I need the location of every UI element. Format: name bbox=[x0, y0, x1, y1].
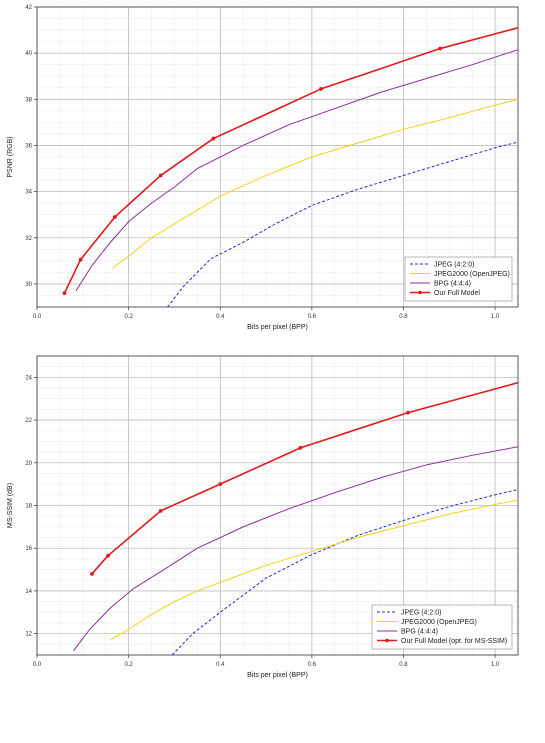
series-marker bbox=[438, 46, 443, 51]
series-marker bbox=[319, 87, 323, 91]
y-tick-label: 34 bbox=[25, 190, 32, 196]
series-line-3 bbox=[75, 49, 518, 292]
series-marker bbox=[218, 482, 223, 487]
y-tick-label: 24 bbox=[25, 375, 32, 381]
series-line-2 bbox=[112, 98, 518, 269]
series-marker bbox=[90, 571, 94, 576]
legend-label: JPEG2000 (OpenJPEG) bbox=[401, 619, 477, 626]
y-tick-label: 22 bbox=[25, 418, 32, 424]
series-marker bbox=[211, 136, 216, 141]
series-line-4 bbox=[63, 26, 518, 294]
x-tick-label: 0.6 bbox=[308, 662, 317, 668]
legend-label: JPEG (4:2:0) bbox=[401, 609, 441, 616]
x-tick-label: 0.2 bbox=[124, 662, 133, 668]
series-group bbox=[62, 26, 518, 307]
series-line-3 bbox=[73, 446, 518, 652]
series-line-1 bbox=[167, 141, 518, 307]
series-marker bbox=[406, 410, 410, 415]
x-tick-label: 0.8 bbox=[399, 662, 408, 668]
y-tick-label: 20 bbox=[25, 461, 32, 467]
series-line-4 bbox=[91, 381, 518, 575]
y-tick-label: 12 bbox=[25, 632, 32, 638]
x-tick-label: 1.0 bbox=[491, 662, 500, 668]
legend-label: JPEG2000 (OpenJPEG) bbox=[434, 271, 510, 278]
series-marker bbox=[106, 553, 110, 558]
y-axis-label: MS-SSIM (dB) bbox=[7, 483, 14, 528]
series-marker bbox=[158, 508, 163, 513]
y-tick-label: 40 bbox=[25, 51, 32, 57]
x-axis-label: Bits per pixel (BPP) bbox=[247, 672, 308, 679]
x-axis-label: Bits per pixel (BPP) bbox=[247, 324, 308, 331]
y-tick-label: 42 bbox=[25, 5, 32, 11]
legend-label: Our Full Model (opt. for MS-SSIM) bbox=[401, 638, 507, 645]
chart-panel-2: 0.0 0.2 0.4 0.6 0.8 1.0 12 14 16 18 20 22 24 Bits per… bbox=[7, 355, 519, 679]
legend-label: BPG (4:4:4) bbox=[434, 280, 471, 287]
y-tick-label: 16 bbox=[25, 546, 32, 552]
series-marker bbox=[62, 291, 67, 296]
series-marker bbox=[112, 215, 117, 219]
y-tick-label: 36 bbox=[25, 143, 32, 149]
chart-panel-1: 0.0 0.2 0.4 0.6 0.8 1.0 30 32 34 36 38 40 42 Bits per… bbox=[7, 5, 519, 331]
series-line-1 bbox=[171, 488, 518, 655]
plot-frame bbox=[36, 6, 519, 308]
x-tick-label: 0.2 bbox=[124, 314, 133, 320]
legend-label: Our Full Model bbox=[434, 290, 480, 297]
x-tick-label: 0.0 bbox=[33, 314, 42, 320]
y-tick-label: 32 bbox=[25, 236, 32, 242]
x-tick-label: 0.6 bbox=[308, 314, 317, 320]
series-marker bbox=[78, 257, 83, 262]
y-axis-label: PSNR (RGB) bbox=[7, 136, 14, 177]
x-tick-label: 0.4 bbox=[216, 662, 225, 668]
x-tick-label: 1.0 bbox=[491, 314, 500, 320]
legend-label: BPG (4:4:4) bbox=[401, 628, 438, 635]
y-tick-label: 18 bbox=[25, 504, 32, 510]
x-tick-label: 0.4 bbox=[216, 314, 225, 320]
legend-marker bbox=[418, 290, 422, 295]
series-group bbox=[73, 381, 518, 655]
x-tick-label: 0.0 bbox=[33, 662, 42, 668]
legend-marker bbox=[385, 638, 389, 643]
series-line-2 bbox=[110, 499, 518, 641]
legend-label: JPEG (4:2:0) bbox=[434, 261, 474, 268]
series-marker bbox=[298, 445, 303, 450]
x-tick-label: 0.8 bbox=[399, 314, 408, 320]
legend-box bbox=[371, 604, 513, 650]
legend: JPEG (4:2:0) JPEG2000 (OpenJPEG) BPG (4:4:… bbox=[404, 256, 513, 302]
y-tick-label: 30 bbox=[25, 282, 32, 288]
series-marker bbox=[158, 173, 163, 178]
y-tick-label: 38 bbox=[25, 97, 32, 103]
legend: JPEG (4:2:0) JPEG2000 (OpenJPEG) BPG (4:4:… bbox=[371, 604, 513, 650]
y-tick-label: 14 bbox=[25, 589, 32, 595]
